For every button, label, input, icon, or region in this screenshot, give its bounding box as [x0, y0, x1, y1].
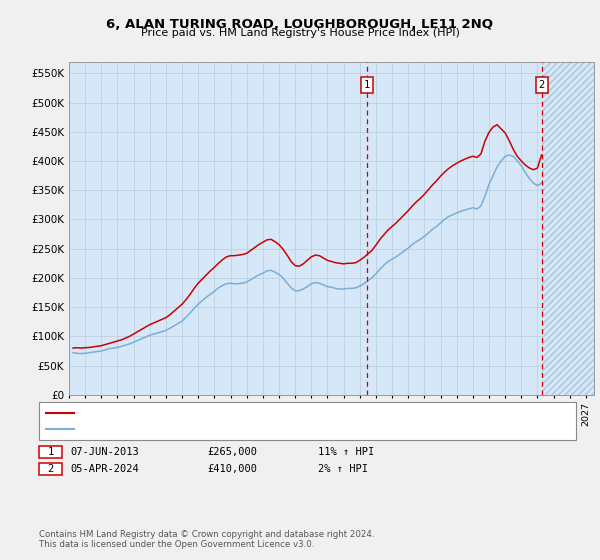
Text: 6, ALAN TURING ROAD, LOUGHBOROUGH, LE11 2NQ (detached house): 6, ALAN TURING ROAD, LOUGHBOROUGH, LE11 …	[80, 408, 432, 418]
Text: £265,000: £265,000	[207, 447, 257, 457]
Text: 05-APR-2024: 05-APR-2024	[71, 464, 140, 474]
Text: 1: 1	[364, 80, 370, 90]
Bar	[542, 62, 594, 395]
Text: 2: 2	[539, 80, 545, 90]
Text: 6, ALAN TURING ROAD, LOUGHBOROUGH, LE11 2NQ: 6, ALAN TURING ROAD, LOUGHBOROUGH, LE11 …	[107, 18, 493, 31]
Text: 2% ↑ HPI: 2% ↑ HPI	[318, 464, 368, 474]
Text: 2: 2	[47, 464, 53, 474]
Text: Contains HM Land Registry data © Crown copyright and database right 2024.: Contains HM Land Registry data © Crown c…	[39, 530, 374, 539]
Text: HPI: Average price, detached house, Charnwood: HPI: Average price, detached house, Char…	[80, 424, 344, 434]
Text: 11% ↑ HPI: 11% ↑ HPI	[318, 447, 374, 457]
Text: 07-JUN-2013: 07-JUN-2013	[71, 447, 140, 457]
Text: Price paid vs. HM Land Registry's House Price Index (HPI): Price paid vs. HM Land Registry's House …	[140, 28, 460, 38]
Text: 1: 1	[47, 447, 53, 457]
Text: This data is licensed under the Open Government Licence v3.0.: This data is licensed under the Open Gov…	[39, 540, 314, 549]
Text: £410,000: £410,000	[207, 464, 257, 474]
